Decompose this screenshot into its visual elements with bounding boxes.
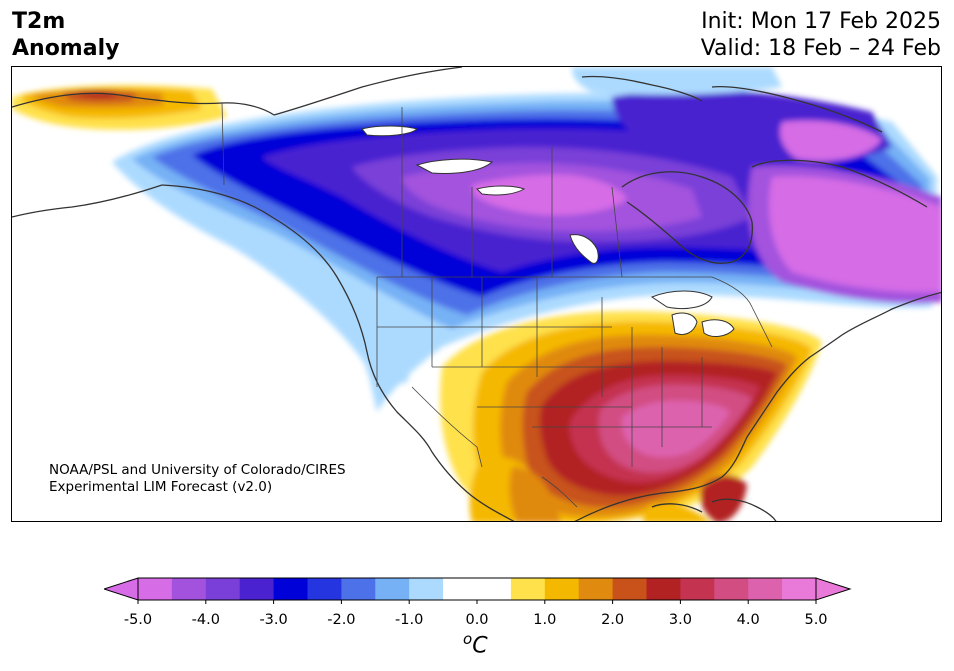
title-line-2: Anomaly <box>12 36 120 61</box>
colorbar-cell <box>748 578 783 600</box>
colorbar-tick-label: 2.0 <box>601 612 625 628</box>
colorbar-cell <box>205 578 241 600</box>
colorbar-cell <box>782 578 817 600</box>
colorbar-cell <box>375 578 410 600</box>
colorbar-cell <box>578 578 614 600</box>
unit-degree: o <box>463 630 473 648</box>
coastlines <box>12 67 941 521</box>
colorbar-tick-label: 0.0 <box>465 612 489 628</box>
colorbar-cell <box>138 578 173 600</box>
valid-range: Valid: 18 Feb – 24 Feb <box>700 36 941 61</box>
colorbar-tick-label: -4.0 <box>191 612 220 628</box>
colorbar-cell <box>510 578 546 600</box>
colorbar-cell <box>680 578 715 600</box>
colorbar-cell <box>341 578 376 600</box>
colorbar-extend-high <box>815 577 852 601</box>
colorbar-cell <box>409 578 444 600</box>
colorbar-tick-label: 3.0 <box>668 612 692 628</box>
colorbar-tick-label: -1.0 <box>395 612 424 628</box>
title-line-1: T2m <box>12 9 66 34</box>
colorbar-cell <box>477 578 512 600</box>
colorbar-cell <box>714 578 749 600</box>
credit-line-1: NOAA/PSL and University of Colorado/CIRE… <box>49 462 346 478</box>
colorbar-cell <box>544 578 580 600</box>
colorbar-cell <box>443 578 478 600</box>
colorbar-tick-label: 1.0 <box>533 612 557 628</box>
colorbar-cells <box>138 578 817 600</box>
colorbar-tick-label: 5.0 <box>804 612 828 628</box>
colorbar-tick-label: 4.0 <box>736 612 760 628</box>
credit-text: NOAA/PSL and University of Colorado/CIRE… <box>49 462 346 496</box>
map-title: T2m Anomaly <box>12 8 119 62</box>
forecast-dates: Init: Mon 17 Feb 2025 Valid: 18 Feb – 24… <box>701 8 941 62</box>
political-borders <box>221 102 773 508</box>
anomaly-map <box>11 66 942 522</box>
colorbar-cell <box>646 578 681 600</box>
colorbar-cell <box>239 578 275 600</box>
unit-letter: C <box>472 633 488 659</box>
colorbar <box>104 577 852 604</box>
colorbar-cell <box>273 578 308 600</box>
anomaly-fill <box>12 67 941 521</box>
credit-line-2: Experimental LIM Forecast (v2.0) <box>49 479 273 495</box>
colorbar-cell <box>171 578 207 600</box>
colorbar-cell <box>612 578 647 600</box>
colorbar-unit: oC <box>463 630 488 658</box>
map-svg <box>12 67 941 521</box>
init-date: Init: Mon 17 Feb 2025 <box>701 9 941 34</box>
lakes <box>361 125 735 337</box>
colorbar-cell <box>307 578 342 600</box>
colorbar-tick-label: -3.0 <box>259 612 288 628</box>
colorbar-tick-label: -2.0 <box>327 612 356 628</box>
colorbar-tick-label: -5.0 <box>123 612 153 628</box>
colorbar-ticks <box>137 600 817 604</box>
colorbar-extend-low <box>104 577 139 601</box>
